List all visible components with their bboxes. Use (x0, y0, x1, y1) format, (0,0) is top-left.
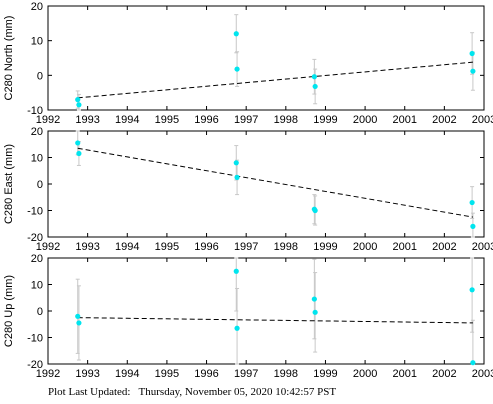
x-tick-label: 1994 (115, 241, 139, 253)
x-tick-label: 2003 (472, 368, 493, 380)
y-tick-label: -10 (27, 105, 43, 117)
data-point (312, 83, 318, 90)
x-tick-label: 2003 (472, 114, 493, 126)
y-tick-label: 10 (31, 153, 43, 165)
y-tick-label: -20 (27, 232, 43, 244)
x-tick-label: 1993 (75, 368, 99, 380)
x-tick-label: 2000 (353, 368, 377, 380)
x-tick-label: 1996 (194, 114, 218, 126)
data-point (469, 50, 475, 57)
data-point (469, 199, 475, 206)
y-axis-label: C280 East (mm) (3, 144, 15, 224)
data-point (470, 360, 476, 366)
data-point (234, 325, 240, 331)
y-tick-label: 0 (37, 306, 43, 318)
data-point (311, 296, 317, 302)
x-tick-label: 2000 (353, 114, 377, 126)
trend-line (77, 147, 473, 218)
x-tick-label: 1998 (274, 368, 298, 380)
x-tick-label: 2002 (432, 241, 456, 253)
plot-frame-3 (47, 257, 485, 365)
x-tick-label: 2001 (392, 241, 416, 253)
x-tick-label: 1992 (36, 114, 60, 126)
trend-line (77, 61, 473, 99)
y-tick-label: 10 (31, 36, 43, 48)
data-point (233, 160, 239, 166)
x-tick-label: 1995 (155, 114, 179, 126)
data-point (233, 31, 239, 37)
x-tick-label: 2002 (432, 114, 456, 126)
data-point (470, 68, 476, 74)
data-point (76, 102, 82, 108)
x-tick-label: 1994 (115, 114, 139, 126)
x-tick-label: 1992 (36, 368, 60, 380)
y-tick-label: 20 (31, 253, 43, 265)
y-tick-label: 10 (31, 280, 43, 292)
data-point (75, 97, 81, 103)
y-axis-label: C280 North (mm) (3, 16, 15, 101)
data-point (76, 150, 82, 157)
data-point (75, 140, 81, 146)
x-tick-label: 1997 (234, 241, 258, 253)
x-tick-label: 1997 (234, 114, 258, 126)
x-tick-label: 1997 (234, 368, 258, 380)
data-point (312, 207, 318, 214)
x-tick-label: 1996 (194, 241, 218, 253)
x-tick-label: 1992 (36, 241, 60, 253)
x-tick-label: 1999 (313, 241, 337, 253)
y-tick-label: 20 (31, 126, 43, 138)
y-tick-label: -10 (27, 206, 43, 218)
x-tick-label: 1999 (313, 368, 337, 380)
data-point (311, 74, 317, 80)
data-point (470, 223, 476, 229)
y-tick-label: 0 (37, 179, 43, 191)
plot-frame-2 (47, 130, 485, 238)
y-tick-label: 20 (31, 1, 43, 13)
x-tick-label: 1998 (274, 114, 298, 126)
plot-frame-1 (47, 5, 485, 111)
x-tick-label: 1995 (155, 368, 179, 380)
y-tick-label: 0 (37, 70, 43, 82)
x-tick-label: 2003 (472, 241, 493, 253)
x-tick-label: 2001 (392, 114, 416, 126)
chart-canvas: 1992 1993 1994 1995 1996 1997 1998 1999 2000 2001… (3, 1, 493, 380)
x-tick-label: 1993 (75, 114, 99, 126)
x-tick-label: 2001 (392, 368, 416, 380)
y-tick-label: -20 (27, 359, 43, 371)
y-tick-label: -10 (27, 333, 43, 345)
x-tick-label: 1999 (313, 114, 337, 126)
y-axis-label: C280 Up (mm) (3, 275, 15, 347)
data-point (312, 309, 318, 315)
data-point (75, 313, 81, 319)
plot-last-updated: Plot Last Updated: Thursday, November 05… (48, 386, 337, 398)
x-tick-label: 1995 (155, 241, 179, 253)
x-tick-label: 1998 (274, 241, 298, 253)
data-point (234, 174, 240, 180)
x-tick-label: 1994 (115, 368, 139, 380)
data-point (233, 268, 239, 274)
data-point (469, 287, 475, 293)
x-tick-label: 2002 (432, 368, 456, 380)
data-point (76, 320, 82, 326)
x-tick-label: 2000 (353, 241, 377, 253)
data-point (234, 66, 240, 72)
trend-line (77, 317, 473, 324)
x-tick-label: 1996 (194, 368, 218, 380)
x-tick-label: 1993 (75, 241, 99, 253)
